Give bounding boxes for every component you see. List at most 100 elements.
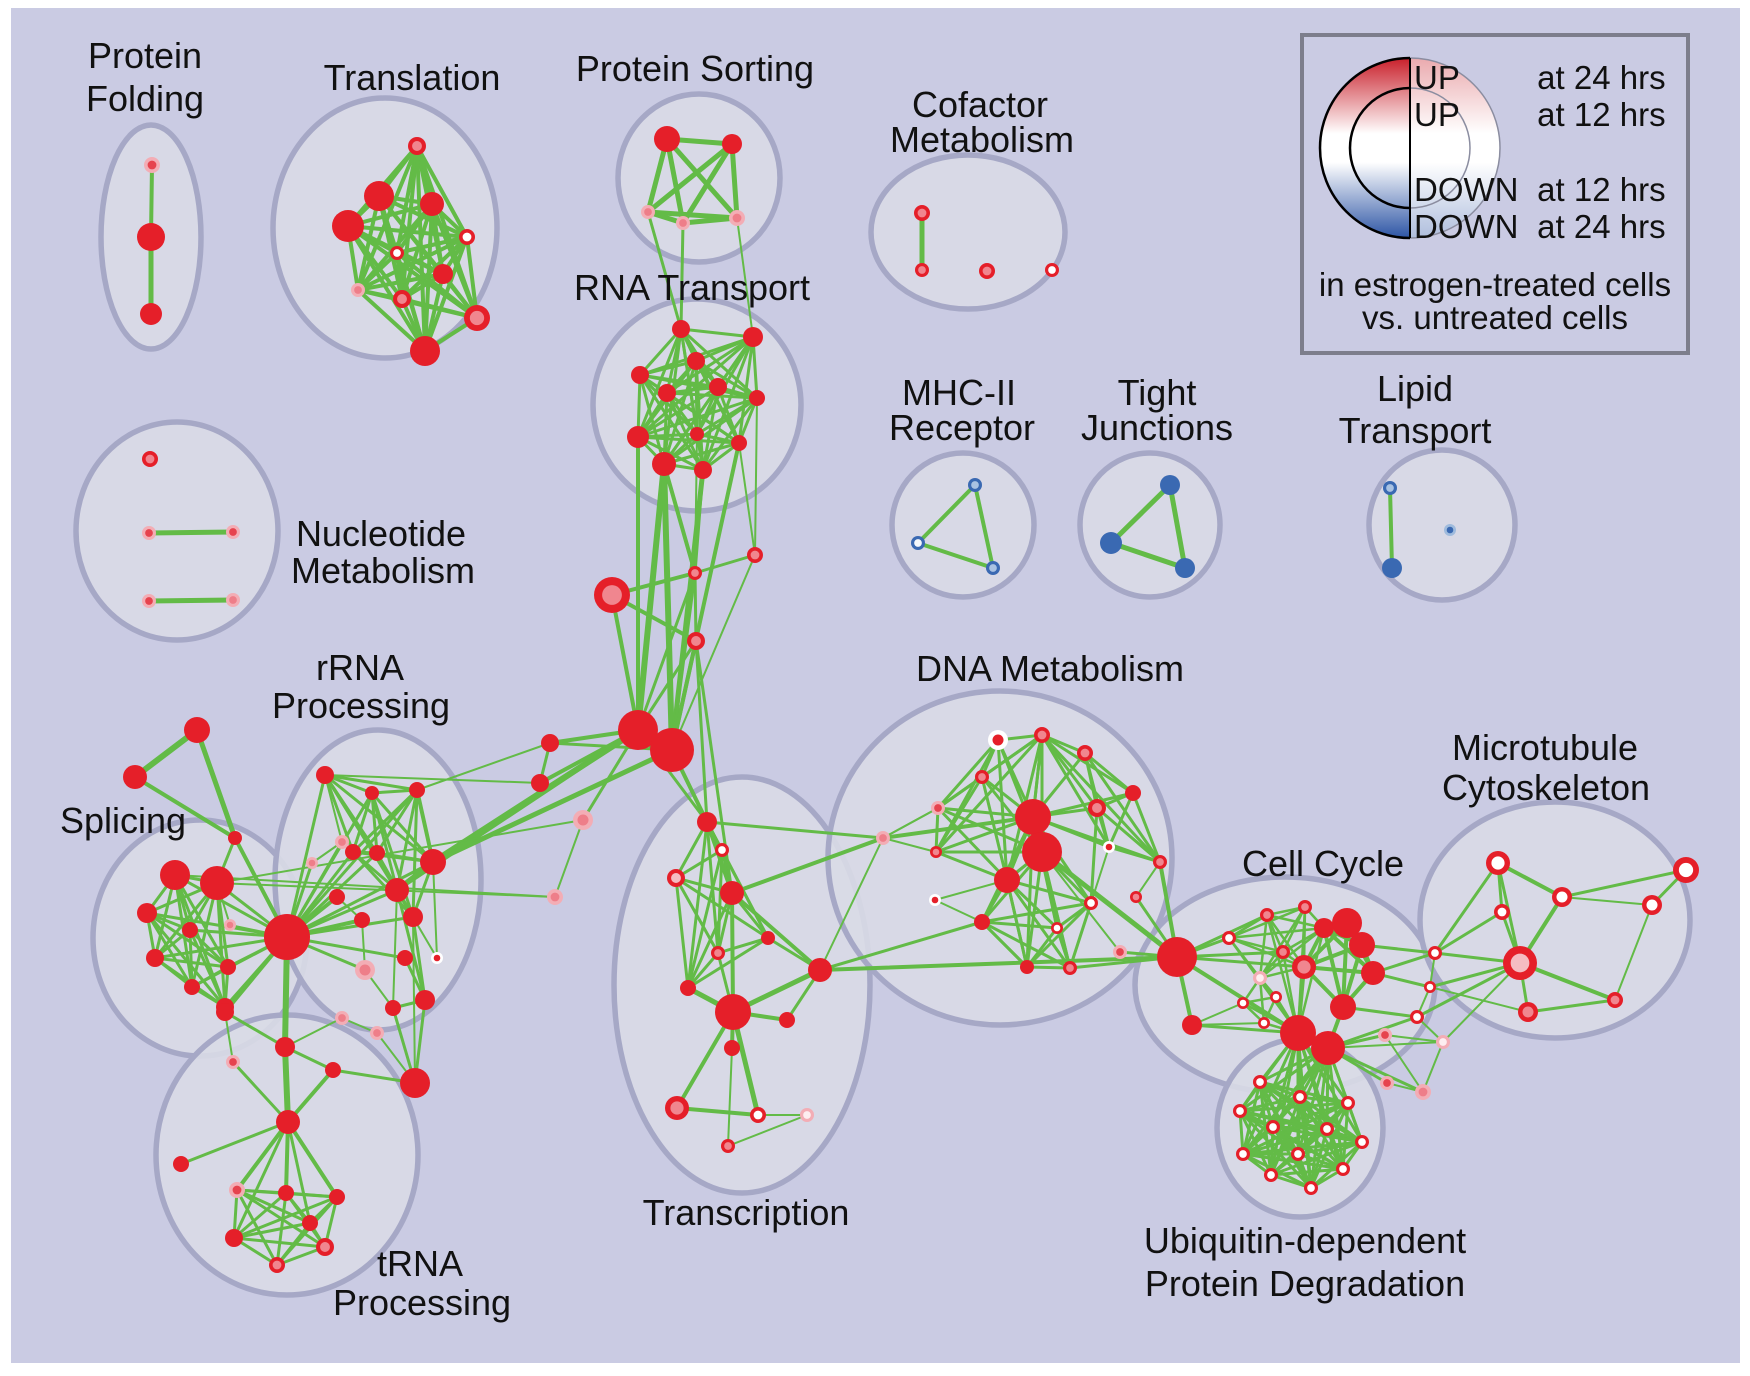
network-node <box>531 774 549 792</box>
network-node <box>779 1012 795 1028</box>
network-node <box>393 290 411 308</box>
network-node <box>1383 481 1397 495</box>
network-edge <box>727 1114 808 1147</box>
network-edge <box>153 956 230 969</box>
network-node <box>1051 922 1063 934</box>
network-node <box>721 1139 735 1153</box>
network-edge <box>1083 751 1162 864</box>
network-node <box>1424 981 1436 993</box>
network-edge <box>936 806 1009 882</box>
network-edge <box>432 861 438 959</box>
network-node <box>1314 918 1334 938</box>
network-node <box>325 1062 341 1078</box>
network-edge <box>370 791 435 864</box>
network-node <box>264 914 310 960</box>
network-node <box>1130 891 1142 903</box>
network-edge <box>1238 1109 1364 1144</box>
network-node <box>200 866 234 900</box>
network-node <box>403 907 423 927</box>
network-edge <box>235 1188 312 1225</box>
network-edge <box>638 373 759 400</box>
network-edge <box>1433 861 1500 955</box>
network-node <box>335 835 349 849</box>
network-edge <box>395 888 427 1002</box>
legend-direction-label: DOWN <box>1414 208 1519 245</box>
cluster-label-mhc-ii-receptor: MHC-II <box>902 372 1016 413</box>
network-node <box>676 216 690 230</box>
network-edge <box>636 327 683 439</box>
network-node <box>711 946 725 960</box>
network-edge <box>1296 1031 1364 1144</box>
network-node <box>914 205 930 221</box>
network-node <box>929 894 941 906</box>
network-node <box>1380 1076 1394 1090</box>
network-edge <box>636 435 741 445</box>
network-node <box>652 452 676 476</box>
network-edge <box>646 210 683 331</box>
network-edge <box>370 791 379 855</box>
network-node <box>431 952 443 964</box>
network-edge <box>395 788 419 892</box>
network-node <box>1160 475 1180 495</box>
cluster-label-dna-metabolism: DNA Metabolism <box>916 648 1184 689</box>
network-node <box>1015 799 1051 835</box>
network-node <box>1304 1181 1318 1195</box>
network-edge <box>674 876 770 940</box>
network-edge <box>285 860 435 939</box>
network-edge <box>716 936 770 955</box>
network-node <box>329 889 345 905</box>
network-node <box>1260 908 1274 922</box>
network-edge <box>231 1060 290 1124</box>
network-edge <box>662 385 720 466</box>
network-edge <box>694 639 709 824</box>
network-node <box>459 229 475 245</box>
network-node <box>749 390 765 406</box>
network-edge <box>554 819 584 898</box>
network-edge <box>610 593 640 732</box>
network-edge <box>686 891 734 990</box>
network-edge <box>754 397 758 556</box>
cluster-label-trna-processing: Processing <box>333 1282 511 1323</box>
network-node <box>654 126 680 152</box>
network-edge <box>1135 861 1161 898</box>
network-edge <box>686 820 709 990</box>
network-edge <box>934 899 983 923</box>
network-edge <box>1095 806 1162 864</box>
network-node <box>1088 799 1106 817</box>
network-node <box>687 352 705 370</box>
network-node <box>390 246 404 260</box>
network-node <box>385 878 409 902</box>
network-edge <box>1269 1167 1345 1177</box>
network-node <box>1100 532 1122 554</box>
network-edge <box>1083 751 1135 795</box>
cluster-label-microtubule-cytoskeleton: Cytoskeleton <box>1442 767 1650 808</box>
network-node <box>688 566 702 580</box>
network-node <box>142 451 158 467</box>
network-edge <box>145 911 227 1009</box>
network-edge <box>1561 896 1653 906</box>
network-node <box>1266 1120 1280 1134</box>
network-node <box>1336 1162 1350 1176</box>
network-edge <box>636 396 759 439</box>
network-node <box>722 134 742 154</box>
network-edge <box>223 1010 287 1049</box>
network-edge <box>674 820 709 880</box>
network-edge <box>235 1120 290 1192</box>
network-edge <box>693 468 705 575</box>
network-edge <box>323 773 419 792</box>
network-edge <box>145 911 230 969</box>
network-node <box>541 734 559 752</box>
network-node <box>1022 832 1062 872</box>
network-node <box>369 845 385 861</box>
cluster-label-splicing: Splicing <box>60 800 186 841</box>
network-edge <box>680 215 740 226</box>
network-edge <box>1069 902 1092 969</box>
network-node <box>594 577 630 613</box>
network-edge <box>980 775 1009 882</box>
cluster-tight-junctions <box>1077 450 1223 600</box>
cluster-label-tight-junctions: Junctions <box>1081 407 1233 448</box>
network-edge <box>662 396 759 466</box>
network-node <box>1034 727 1050 743</box>
cluster-label-ubiquitin-protein-degradation: Ubiquitin-dependent <box>1144 1220 1466 1261</box>
network-node <box>1258 1017 1270 1029</box>
